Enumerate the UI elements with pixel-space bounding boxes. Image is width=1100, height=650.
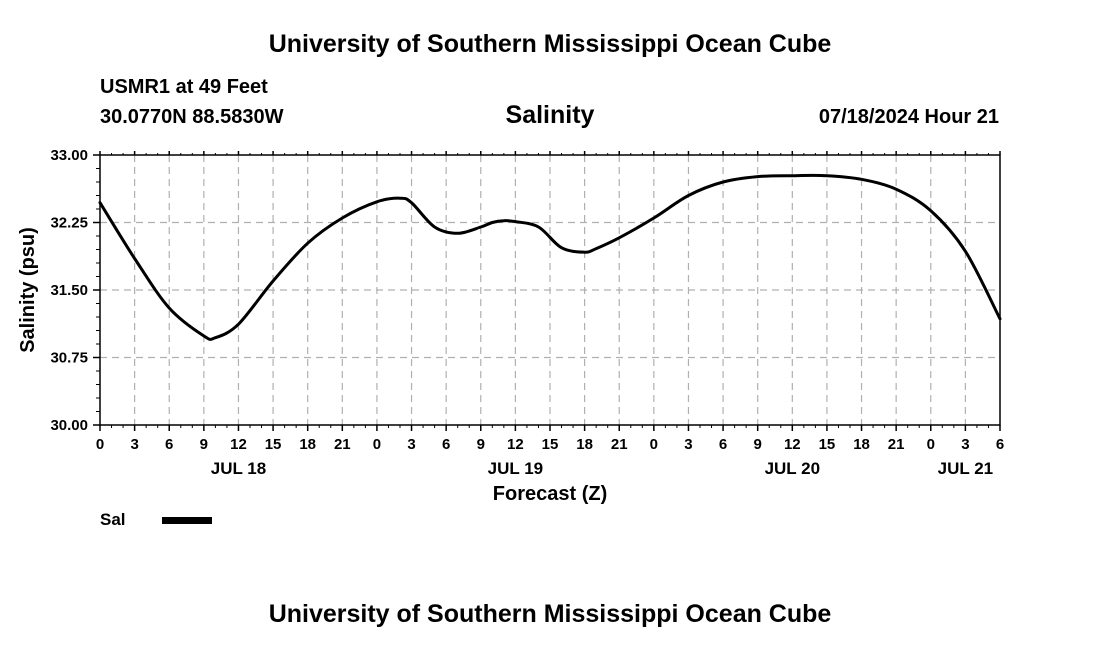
- x-tick-label: 6: [719, 436, 727, 453]
- x-tick-label: 0: [373, 436, 381, 453]
- salinity-chart: 0 3 6 9 12 15 18 21 0 3 6 9 12 15 18 21 0 3 6 9 12 15 18 21 0 3 6 3…: [17, 147, 1004, 505]
- y-tick-label: 30.00: [50, 417, 88, 434]
- salinity-series-line: [98, 173, 1002, 341]
- plot-frame: [99, 154, 1001, 426]
- x-tick-label: 9: [754, 436, 762, 453]
- x-tick-label: 3: [407, 436, 415, 453]
- chart-title: Salinity: [505, 101, 595, 129]
- x-tick-label: 9: [200, 436, 208, 453]
- x-tick-label: 3: [130, 436, 138, 453]
- date-label: JUL 20: [765, 459, 820, 478]
- station-coordinates: 30.0770N 88.5830W: [100, 106, 284, 128]
- x-tick-label: 12: [784, 436, 801, 453]
- axis-labels: 0 3 6 9 12 15 18 21 0 3 6 9 12 15 18 21 0 3 6 9 12 15 18 21 0 3 6 3…: [50, 147, 1004, 478]
- x-axis-title: Forecast (Z): [493, 483, 607, 505]
- x-tick-label: 3: [961, 436, 969, 453]
- x-tick-label: 18: [576, 436, 593, 453]
- x-tick-label: 0: [96, 436, 104, 453]
- legend-label: Sal: [100, 510, 126, 529]
- x-tick-label: 9: [477, 436, 485, 453]
- station-label: USMR1 at 49 Feet: [100, 76, 268, 98]
- x-tick-label: 12: [507, 436, 524, 453]
- date-label: JUL 21: [938, 459, 993, 478]
- x-tick-label: 15: [542, 436, 559, 453]
- x-tick-label: 0: [927, 436, 935, 453]
- y-tick-label: 33.00: [50, 147, 88, 164]
- y-axis-title: Salinity (psu): [17, 227, 39, 353]
- axis-ticks: [93, 151, 1001, 431]
- y-tick-label: 32.25: [50, 215, 88, 232]
- x-tick-label: 6: [165, 436, 173, 453]
- y-tick-label: 31.50: [50, 282, 88, 299]
- x-tick-label: 12: [230, 436, 247, 453]
- footer-title: University of Southern Mississippi Ocean…: [268, 600, 832, 628]
- x-tick-label: 21: [888, 436, 905, 453]
- date-label: JUL 19: [488, 459, 543, 478]
- x-tick-label: 0: [650, 436, 658, 453]
- forecast-timestamp: 07/18/2024 Hour 21: [818, 106, 999, 128]
- x-tick-label: 21: [611, 436, 628, 453]
- x-tick-label: 18: [853, 436, 870, 453]
- y-tick-label: 30.75: [50, 350, 88, 367]
- x-tick-label: 6: [996, 436, 1004, 453]
- legend-line-swatch: [162, 517, 212, 524]
- x-tick-label: 3: [684, 436, 692, 453]
- x-tick-label: 18: [299, 436, 316, 453]
- x-tick-label: 15: [819, 436, 836, 453]
- grid-lines: [100, 154, 1000, 425]
- page-title: University of Southern Mississippi Ocean…: [268, 30, 832, 58]
- x-tick-label: 15: [265, 436, 282, 453]
- date-label: JUL 18: [211, 459, 266, 478]
- x-tick-label: 21: [334, 436, 351, 453]
- x-tick-label: 6: [442, 436, 450, 453]
